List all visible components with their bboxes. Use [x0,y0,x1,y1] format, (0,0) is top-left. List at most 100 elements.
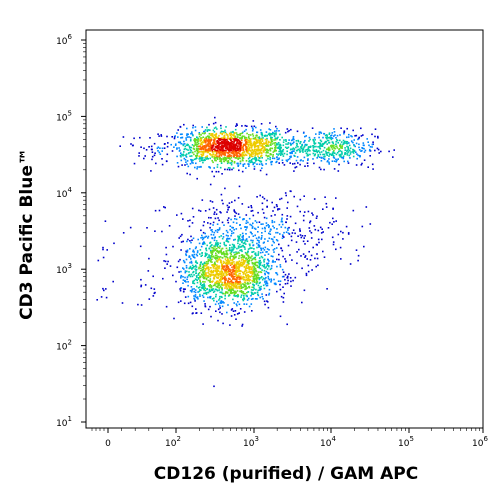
event-dot [209,295,212,298]
event-dot [210,147,213,149]
event-dot [204,147,207,149]
event-dot [234,215,236,217]
event-dot [263,142,265,144]
event-dot [166,145,169,148]
event-dot [225,144,227,146]
event-dot [255,157,257,159]
event-dot [230,133,233,136]
event-dot [237,162,239,165]
event-dot [256,242,258,245]
event-dot [305,144,308,147]
event-dot [201,141,204,143]
event-dot [229,270,232,273]
event-dot [261,264,264,267]
event-dot [218,297,221,300]
event-dot [249,276,252,278]
event-dot [258,277,261,279]
event-dot [316,257,319,260]
event-dot [250,210,253,212]
event-dot [204,157,206,159]
event-dot [209,139,211,141]
event-dot [269,153,271,155]
event-dot [238,237,240,240]
event-dot [229,143,232,146]
event-dot [215,273,218,275]
event-dot [325,137,328,140]
event-dot [280,219,283,221]
event-dot [185,254,188,257]
event-dot [331,223,333,225]
event-dot [207,260,210,262]
event-dot [207,266,209,268]
event-dot [245,287,247,289]
event-dot [348,133,350,136]
event-dot [203,283,205,285]
event-dot [275,239,278,241]
event-dot [203,292,205,295]
event-dot [278,157,280,160]
event-dot [253,266,255,268]
event-dot [317,142,320,144]
event-dot [209,290,212,293]
event-dot [223,160,226,163]
event-dot [252,250,255,253]
event-dot [317,238,320,241]
event-dot [210,256,213,258]
event-dot [326,148,328,151]
event-dot [100,296,103,298]
event-dot [188,136,190,138]
event-dot [287,158,289,161]
event-dot [273,248,276,250]
event-dot [217,140,220,143]
event-dot [250,155,253,158]
event-dot [227,160,230,162]
event-dot [238,283,241,286]
event-dot [224,158,226,161]
event-dot [251,271,254,273]
event-dot [301,267,303,270]
event-dot [203,221,205,223]
event-dot [257,139,260,141]
event-dot [285,194,287,197]
event-dot [273,157,276,160]
event-dot [299,148,301,150]
event-dot [215,285,218,288]
event-dot [242,239,245,241]
event-dot [266,248,269,250]
event-dot [269,158,271,161]
event-dot [214,154,217,156]
event-dot [352,129,354,132]
event-dot [276,142,278,145]
event-dot [216,140,218,142]
event-dot [225,286,228,288]
event-dot [216,268,218,270]
event-dot [332,207,334,210]
event-dot [192,256,195,258]
event-dot [234,138,237,140]
event-dot [232,145,235,148]
event-dot [238,264,241,267]
event-dot [208,289,211,292]
event-dot [264,281,266,283]
event-dot [352,152,355,154]
event-dot [264,280,266,282]
event-dot [222,251,225,254]
event-dot [262,212,265,214]
event-dot [268,288,271,291]
event-dot [192,271,194,274]
event-dot [262,242,265,244]
event-dot [267,151,269,154]
event-dot [207,272,209,274]
event-dot [209,305,211,308]
event-dot [282,301,285,303]
event-dot [219,131,222,134]
event-dot [228,148,230,151]
event-dot [240,289,243,292]
event-dot [326,288,328,290]
event-dot [264,138,267,141]
event-dot [252,286,255,288]
event-dot [219,311,221,314]
event-dot [254,267,257,270]
event-dot [255,158,258,160]
event-dot [242,291,245,293]
